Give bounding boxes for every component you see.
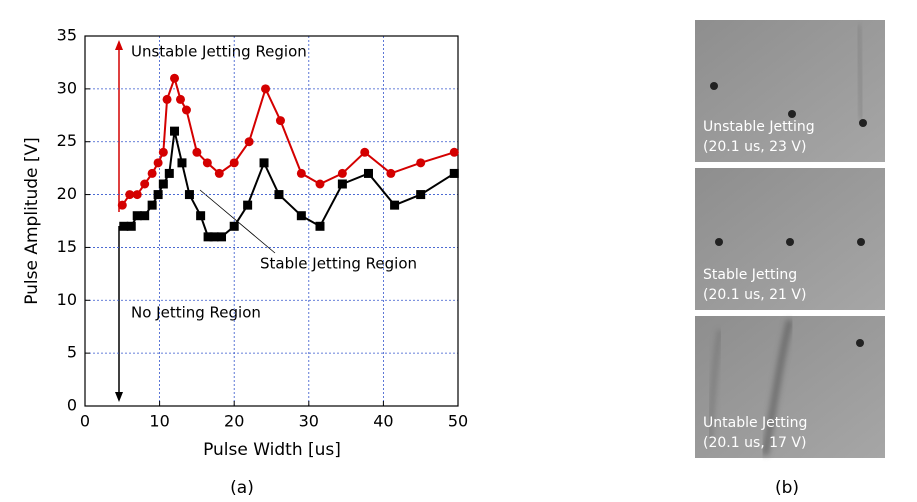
point [153,190,163,200]
point [386,168,396,178]
point [315,179,325,189]
point [175,94,185,104]
y-tick-label: 10 [57,290,77,309]
point [390,200,400,210]
x-tick-label: 20 [224,412,244,431]
point [243,200,253,210]
point [315,221,325,231]
caption: (b) [775,478,799,498]
photo-condition: (20.1 us, 21 V) [703,287,806,303]
series-line [123,130,455,238]
annotation: No Jetting Region [131,304,261,322]
point [132,211,142,221]
point [192,147,202,157]
plot-frame [84,35,459,407]
point [259,158,269,168]
x-tick-label: 10 [149,412,169,431]
point [170,73,180,83]
point [184,190,194,200]
point [177,158,187,168]
point [162,94,172,104]
point [337,179,347,189]
point [209,232,219,242]
y-tick-label: 15 [57,237,77,256]
point [132,190,142,200]
arrow-head [115,40,123,50]
point [360,147,370,157]
point [244,137,254,147]
photo-panel: Unstable Jetting (20.1 us, 23 V) [695,20,885,162]
series-line [121,74,455,206]
point [296,211,306,221]
point [449,147,459,157]
point [196,211,206,221]
photo-condition: (20.1 us, 17 V) [703,435,806,451]
y-tick-label: 20 [57,184,77,203]
point [153,158,163,168]
point [261,84,271,94]
y-tick-label: 5 [67,343,77,362]
point [337,168,347,178]
photo-label: Stable Jetting [703,267,797,283]
photo-label: Unstable Jetting [703,119,815,135]
point [229,158,239,168]
point [158,147,168,157]
photo-panel: Untable Jetting (20.1 us, 17 V) [695,316,885,458]
point [119,221,129,231]
point [158,179,168,189]
y-tick-label: 0 [67,396,77,415]
point [170,126,180,136]
point [274,190,284,200]
y-tick-label: 30 [57,78,77,97]
point [117,200,127,210]
point [275,116,285,126]
point [164,168,174,178]
point [214,168,224,178]
point [147,200,157,210]
point [449,168,459,178]
point [217,232,227,242]
point [202,158,212,168]
x-tick-label: 30 [299,412,319,431]
y-axis-label: Pulse Amplitude [V] [22,137,42,305]
point [125,190,135,200]
caption: (a) [230,478,254,498]
x-tick-label: 50 [448,412,468,431]
point [140,179,150,189]
point [203,232,213,242]
point [181,105,191,115]
photo-label: Untable Jetting [703,415,807,431]
y-tick-label: 35 [57,26,77,45]
point [363,168,373,178]
x-tick-label: 0 [80,412,90,431]
photo-panel: Stable Jetting (20.1 us, 21 V) [695,168,885,310]
point [126,221,136,231]
point [147,168,157,178]
photo-condition: (20.1 us, 23 V) [703,139,806,155]
point [140,211,150,221]
arrow-head [115,392,123,402]
point [229,221,239,231]
point [416,158,426,168]
y-tick-label: 25 [57,131,77,150]
point [416,190,426,200]
point [296,168,306,178]
x-axis-label: Pulse Width [us] [203,440,341,460]
x-tick-label: 40 [373,412,393,431]
annotation: Unstable Jetting Region [131,43,307,61]
annotation: Stable Jetting Region [260,255,417,273]
